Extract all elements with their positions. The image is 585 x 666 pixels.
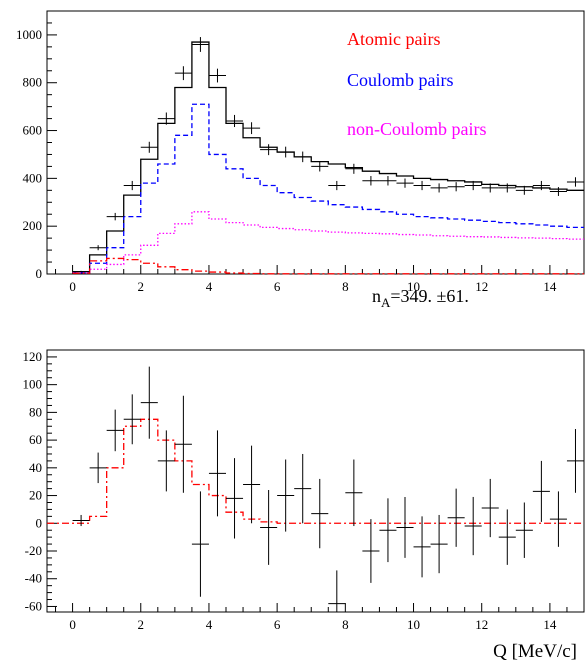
y-tick-label: 800 <box>23 75 43 90</box>
x-tick-label: 8 <box>342 617 349 632</box>
y-tick-label: 100 <box>23 377 43 392</box>
x-tick-label: 10 <box>407 279 420 294</box>
legend-coulomb-pairs: Coulomb pairs <box>347 70 454 90</box>
legend-atomic-pairs: Atomic pairs <box>347 29 440 49</box>
x-tick-label: 0 <box>69 279 76 294</box>
y-tick-label: 0 <box>36 266 43 281</box>
x-tick-label: 4 <box>206 617 213 632</box>
y-tick-label: 20 <box>29 488 42 503</box>
histogram-dashed-line <box>72 103 584 274</box>
histogram-dotted-line <box>72 211 584 274</box>
y-tick-label: 120 <box>23 349 43 364</box>
histogram-solid-line <box>72 41 584 273</box>
n-atomic-annotation: nA=349. ±61. <box>372 286 469 310</box>
x-tick-label: 12 <box>475 617 488 632</box>
plot-frame <box>46 10 585 275</box>
y-tick-label: 400 <box>23 170 43 185</box>
y-tick-label: -40 <box>25 571 42 586</box>
x-tick-label: 6 <box>274 279 281 294</box>
x-tick-label: 2 <box>138 279 145 294</box>
x-tick-label: 14 <box>543 279 557 294</box>
x-tick-label: 0 <box>69 617 76 632</box>
y-tick-label: 600 <box>23 123 43 138</box>
y-tick-label: 40 <box>29 460 42 475</box>
top-panel: Atomic pairs Coulomb pairs non-Coulomb p… <box>16 10 585 294</box>
y-tick-label: 80 <box>29 404 42 419</box>
histogram-dashdot-line <box>47 418 584 524</box>
y-tick-label: 60 <box>29 432 42 447</box>
x-tick-label: 2 <box>138 617 145 632</box>
x-axis-title: Q [MeV/c] <box>493 641 577 662</box>
plot-frame <box>46 349 585 613</box>
x-tick-label: 14 <box>543 617 557 632</box>
annotation-subscript: A <box>381 295 391 310</box>
x-tick-label: 8 <box>342 279 349 294</box>
y-tick-label: 1000 <box>16 27 42 42</box>
y-tick-label: 200 <box>23 218 43 233</box>
x-tick-label: 4 <box>206 279 213 294</box>
y-tick-label: 0 <box>36 515 43 530</box>
y-tick-label: -20 <box>25 543 42 558</box>
histogram-dashdot-line <box>72 257 584 275</box>
x-tick-label: 10 <box>407 617 420 632</box>
legend-non-coulomb-pairs: non-Coulomb pairs <box>347 119 487 139</box>
x-tick-label: 12 <box>475 279 488 294</box>
bottom-panel: nA=349. ±61. Q [MeV/c] 0 2 4 6 8 10 12 14 -60 -40… <box>23 286 585 662</box>
annotation-symbol: n <box>372 286 381 306</box>
annotation-value: =349. ±61. <box>390 286 469 306</box>
x-tick-label: 6 <box>274 617 281 632</box>
y-tick-label: -60 <box>25 598 42 613</box>
